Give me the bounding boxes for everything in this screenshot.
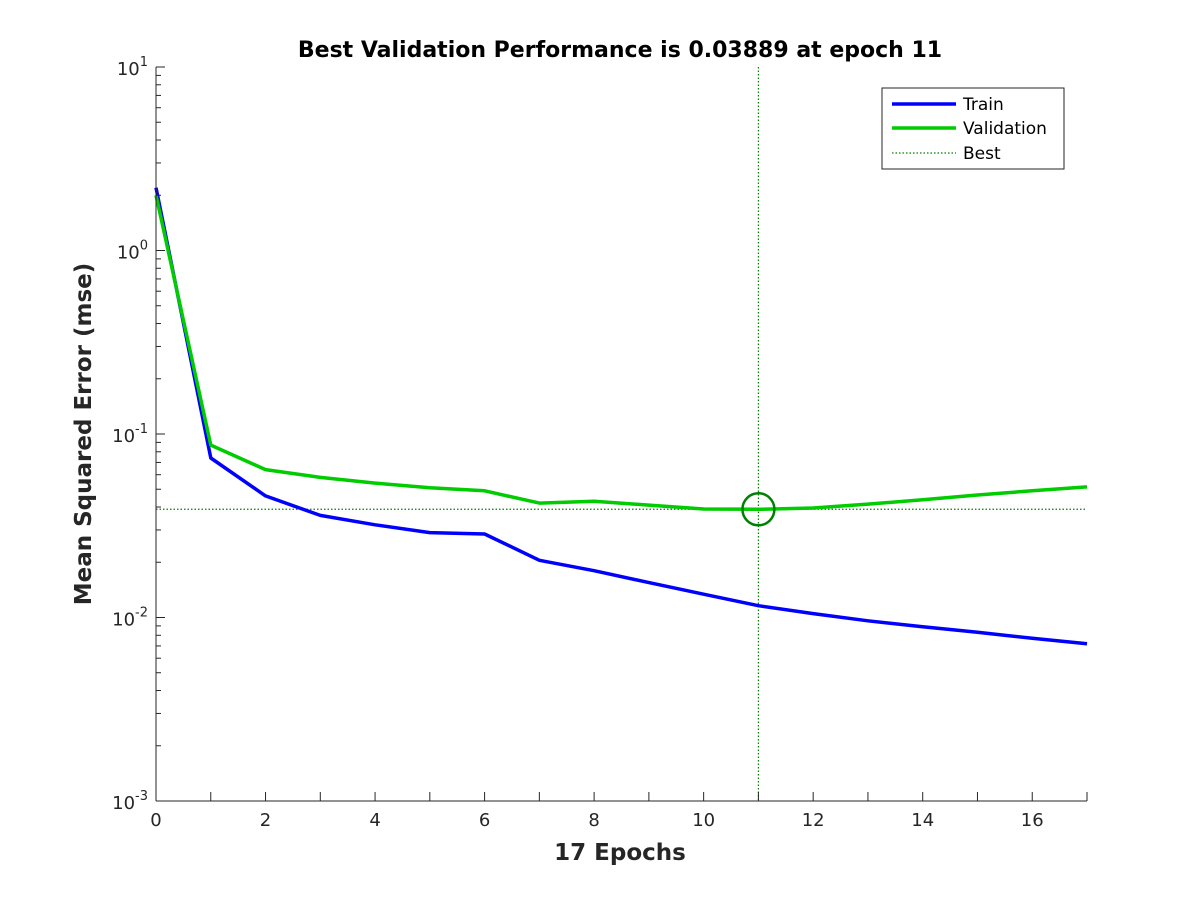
best-marker bbox=[741, 492, 776, 527]
x-tick-label: 14 bbox=[911, 810, 934, 831]
legend-label-best: Best bbox=[963, 144, 1001, 164]
x-tick-label: 2 bbox=[260, 810, 271, 831]
y-tick-label: 101 bbox=[117, 55, 148, 80]
y-tick-label: 10-2 bbox=[112, 606, 148, 631]
x-tick-label: 0 bbox=[150, 810, 161, 831]
legend: Train Validation Best bbox=[881, 87, 1065, 170]
y-tick-label: 10-3 bbox=[112, 789, 148, 814]
best-reference-lines bbox=[156, 67, 1087, 801]
x-tick-label: 12 bbox=[802, 810, 825, 831]
series-layer bbox=[154, 187, 1088, 646]
legend-label-train: Train bbox=[962, 95, 1004, 115]
best-marker-layer bbox=[741, 492, 776, 527]
y-axis-label: Mean Squared Error (mse) bbox=[71, 263, 97, 606]
series-line-train bbox=[154, 187, 1088, 646]
x-tick-label: 4 bbox=[369, 810, 380, 831]
y-tick-label: 10-1 bbox=[112, 422, 148, 447]
x-tick-label: 16 bbox=[1021, 810, 1044, 831]
y-tick-label: 100 bbox=[117, 239, 148, 264]
plot-area bbox=[154, 67, 1088, 801]
chart-title: Best Validation Performance is 0.03889 a… bbox=[298, 38, 942, 63]
series-line-validation bbox=[154, 194, 1088, 512]
x-tick-label: 10 bbox=[692, 810, 715, 831]
x-tick-label: 8 bbox=[588, 810, 599, 831]
x-tick-label: 6 bbox=[479, 810, 490, 831]
x-axis-ticks: 0 2 4 6 8 10 12 14 16 bbox=[150, 792, 1088, 831]
y-axis-ticks: 101 100 10-1 10-2 10-3 bbox=[112, 55, 165, 814]
legend-label-validation: Validation bbox=[963, 119, 1047, 139]
x-axis-label: 17 Epochs bbox=[554, 840, 686, 866]
